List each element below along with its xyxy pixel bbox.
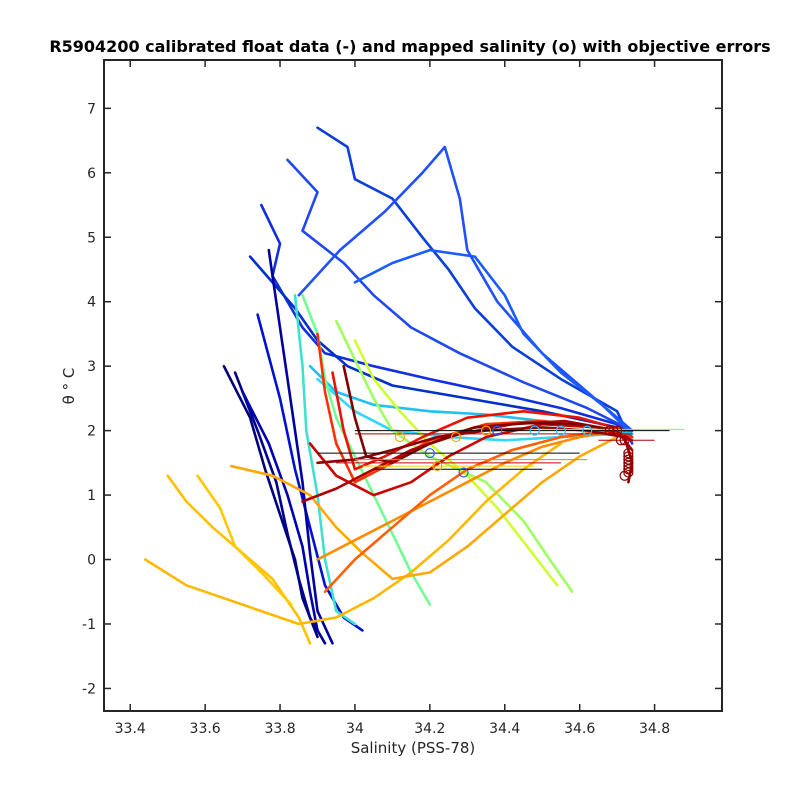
- series-line-4: [248, 255, 619, 429]
- mapped-point-5: [582, 425, 593, 436]
- marker-layer: [394, 425, 634, 481]
- x-tick-label-4: 34.2: [414, 721, 445, 737]
- x-tick-label-5: 34.4: [489, 721, 520, 737]
- mapped-point-3: [529, 425, 540, 436]
- mapped-point-9: [480, 425, 492, 436]
- series-line-24: [331, 371, 626, 471]
- series-line-20: [230, 435, 619, 581]
- mapped-point-12: [612, 425, 623, 436]
- y-tick-label-3: 1: [87, 488, 96, 504]
- series-line-3: [297, 145, 634, 432]
- series-line-2: [316, 126, 634, 445]
- mapped-point-4: [555, 425, 567, 436]
- x-axis: 33.4 33.6 33.8 34 34.2 34.4 34.6 34.8: [115, 60, 670, 737]
- y-tick-label-2: 0: [87, 553, 96, 569]
- mapped-point-10: [604, 425, 615, 436]
- mapped-point-19: [623, 460, 634, 472]
- y-tick-label-1: -1: [82, 617, 96, 633]
- series-line-21: [316, 429, 619, 561]
- mapped-point-13: [615, 435, 626, 446]
- series-line-27: [316, 426, 634, 484]
- mapped-point-21: [623, 467, 634, 478]
- mapped-point-22: [619, 470, 630, 481]
- series-line-6: [222, 364, 319, 639]
- y-tick-label-0: -2: [82, 681, 96, 697]
- plot-area: [104, 60, 722, 711]
- series-line-18: [143, 442, 563, 626]
- series-line-7: [233, 371, 327, 645]
- x-axis-label: Salinity (PSS-78): [351, 739, 476, 757]
- x-tick-label-2: 33.8: [264, 721, 295, 737]
- y-tick-label-8: 6: [87, 166, 96, 182]
- mapped-point-17: [623, 454, 634, 465]
- series-line-10: [267, 248, 334, 645]
- x-tick-label-1: 33.6: [190, 721, 221, 737]
- mapped-point-16: [623, 451, 634, 462]
- y-axis: -2 -1 0 1 2 3 4 5 6 7: [82, 101, 722, 697]
- series-line-1: [286, 158, 634, 432]
- mapped-point-0: [458, 467, 469, 478]
- mapped-point-1: [424, 448, 435, 459]
- mapped-point-6: [394, 431, 405, 443]
- series-line-22: [323, 429, 611, 594]
- mapped-point-7: [450, 431, 462, 443]
- chart-title: R5904200 calibrated float data (-) and m…: [49, 37, 770, 56]
- series-line-19: [196, 474, 293, 606]
- x-tick-label-6: 34.6: [564, 721, 595, 737]
- y-tick-label-6: 4: [87, 295, 96, 311]
- mapped-point-15: [623, 448, 634, 459]
- mapped-point-2: [492, 425, 503, 436]
- axes-frame: [103, 59, 723, 712]
- series-line-5: [353, 248, 634, 436]
- x-tick-label-7: 34.8: [639, 721, 670, 737]
- series-line-0: [260, 203, 634, 439]
- mapped-point-11: [608, 425, 619, 436]
- series-line-8: [241, 390, 319, 632]
- y-tick-label-7: 5: [87, 230, 96, 246]
- series-layer: [143, 126, 634, 645]
- mapped-point-18: [623, 457, 634, 468]
- y-tick-label-4: 2: [87, 424, 96, 440]
- mapped-point-14: [619, 435, 630, 446]
- series-line-15: [334, 319, 574, 594]
- y-axis-label: θ ° C: [60, 368, 78, 405]
- x-tick-label-0: 33.4: [115, 721, 146, 737]
- y-tick-label-5: 3: [87, 359, 96, 375]
- mapped-point-8: [432, 460, 443, 472]
- y-tick-label-9: 7: [87, 101, 96, 117]
- x-tick-label-3: 34: [346, 721, 364, 737]
